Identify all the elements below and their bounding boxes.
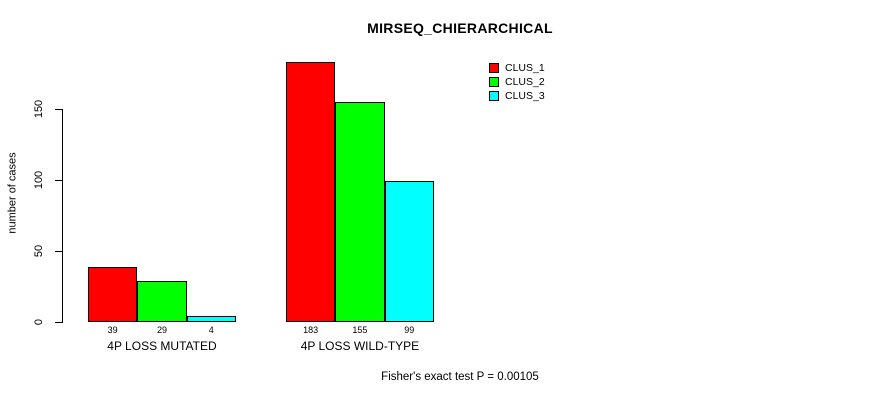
- y-axis-title-text: number of cases: [7, 152, 20, 234]
- y-axis-title: number of cases: [3, 113, 23, 273]
- category-label: 4P LOSS MUTATED: [107, 339, 217, 353]
- y-axis-tick: [55, 322, 62, 323]
- legend-label-text: CLUS_1: [505, 62, 545, 74]
- y-axis-tick-label-text: 0: [33, 318, 45, 326]
- bar-clus_2-group1: [137, 280, 187, 322]
- legend-swatch-clus_3: [489, 91, 499, 101]
- legend-item-clus_3: CLUS_3: [489, 89, 545, 103]
- legend-label-text: CLUS_2: [505, 76, 545, 88]
- y-axis-tick-label-text: 100: [33, 170, 46, 190]
- legend-item-clus_1: CLUS_1: [489, 61, 545, 75]
- bar-clus_3-group2: [384, 181, 434, 322]
- y-axis-tick-label: 0: [31, 292, 47, 352]
- y-axis-tick: [55, 109, 62, 110]
- y-axis-tick-label: 50: [31, 221, 47, 281]
- legend-label-text: CLUS_3: [505, 90, 545, 102]
- bar-clus_1-group1: [88, 266, 138, 322]
- y-axis-line: [62, 109, 63, 323]
- y-axis-tick: [55, 180, 62, 181]
- bar-value-label: 183: [303, 325, 319, 335]
- y-axis-tick-label: 150: [31, 79, 47, 139]
- bar-value-label: 29: [156, 325, 167, 335]
- bar-clus_2-group2: [335, 101, 385, 322]
- chart-title: MIRSEQ_CHIERARCHICAL: [367, 20, 553, 36]
- bar-value-label: 4: [208, 325, 214, 335]
- annotation-text: Fisher's exact test P = 0.00105: [381, 371, 539, 383]
- legend: CLUS_1 CLUS_2 CLUS_3: [489, 61, 545, 103]
- bar-clus_3-group1: [186, 316, 236, 322]
- bar-value-label: 99: [404, 325, 415, 335]
- category-label: 4P LOSS WILD-TYPE: [300, 339, 420, 353]
- bar-value-label: 39: [107, 325, 118, 335]
- y-axis-tick-label: 100: [31, 150, 47, 210]
- bar-clus_1-group2: [286, 62, 336, 322]
- y-axis-tick-label-text: 50: [33, 244, 45, 258]
- y-axis-tick-label-text: 150: [33, 99, 46, 119]
- y-axis-tick: [55, 251, 62, 252]
- legend-swatch-clus_1: [489, 63, 499, 73]
- legend-swatch-clus_2: [489, 77, 499, 87]
- bar-value-label: 155: [352, 325, 368, 335]
- legend-item-clus_2: CLUS_2: [489, 75, 545, 89]
